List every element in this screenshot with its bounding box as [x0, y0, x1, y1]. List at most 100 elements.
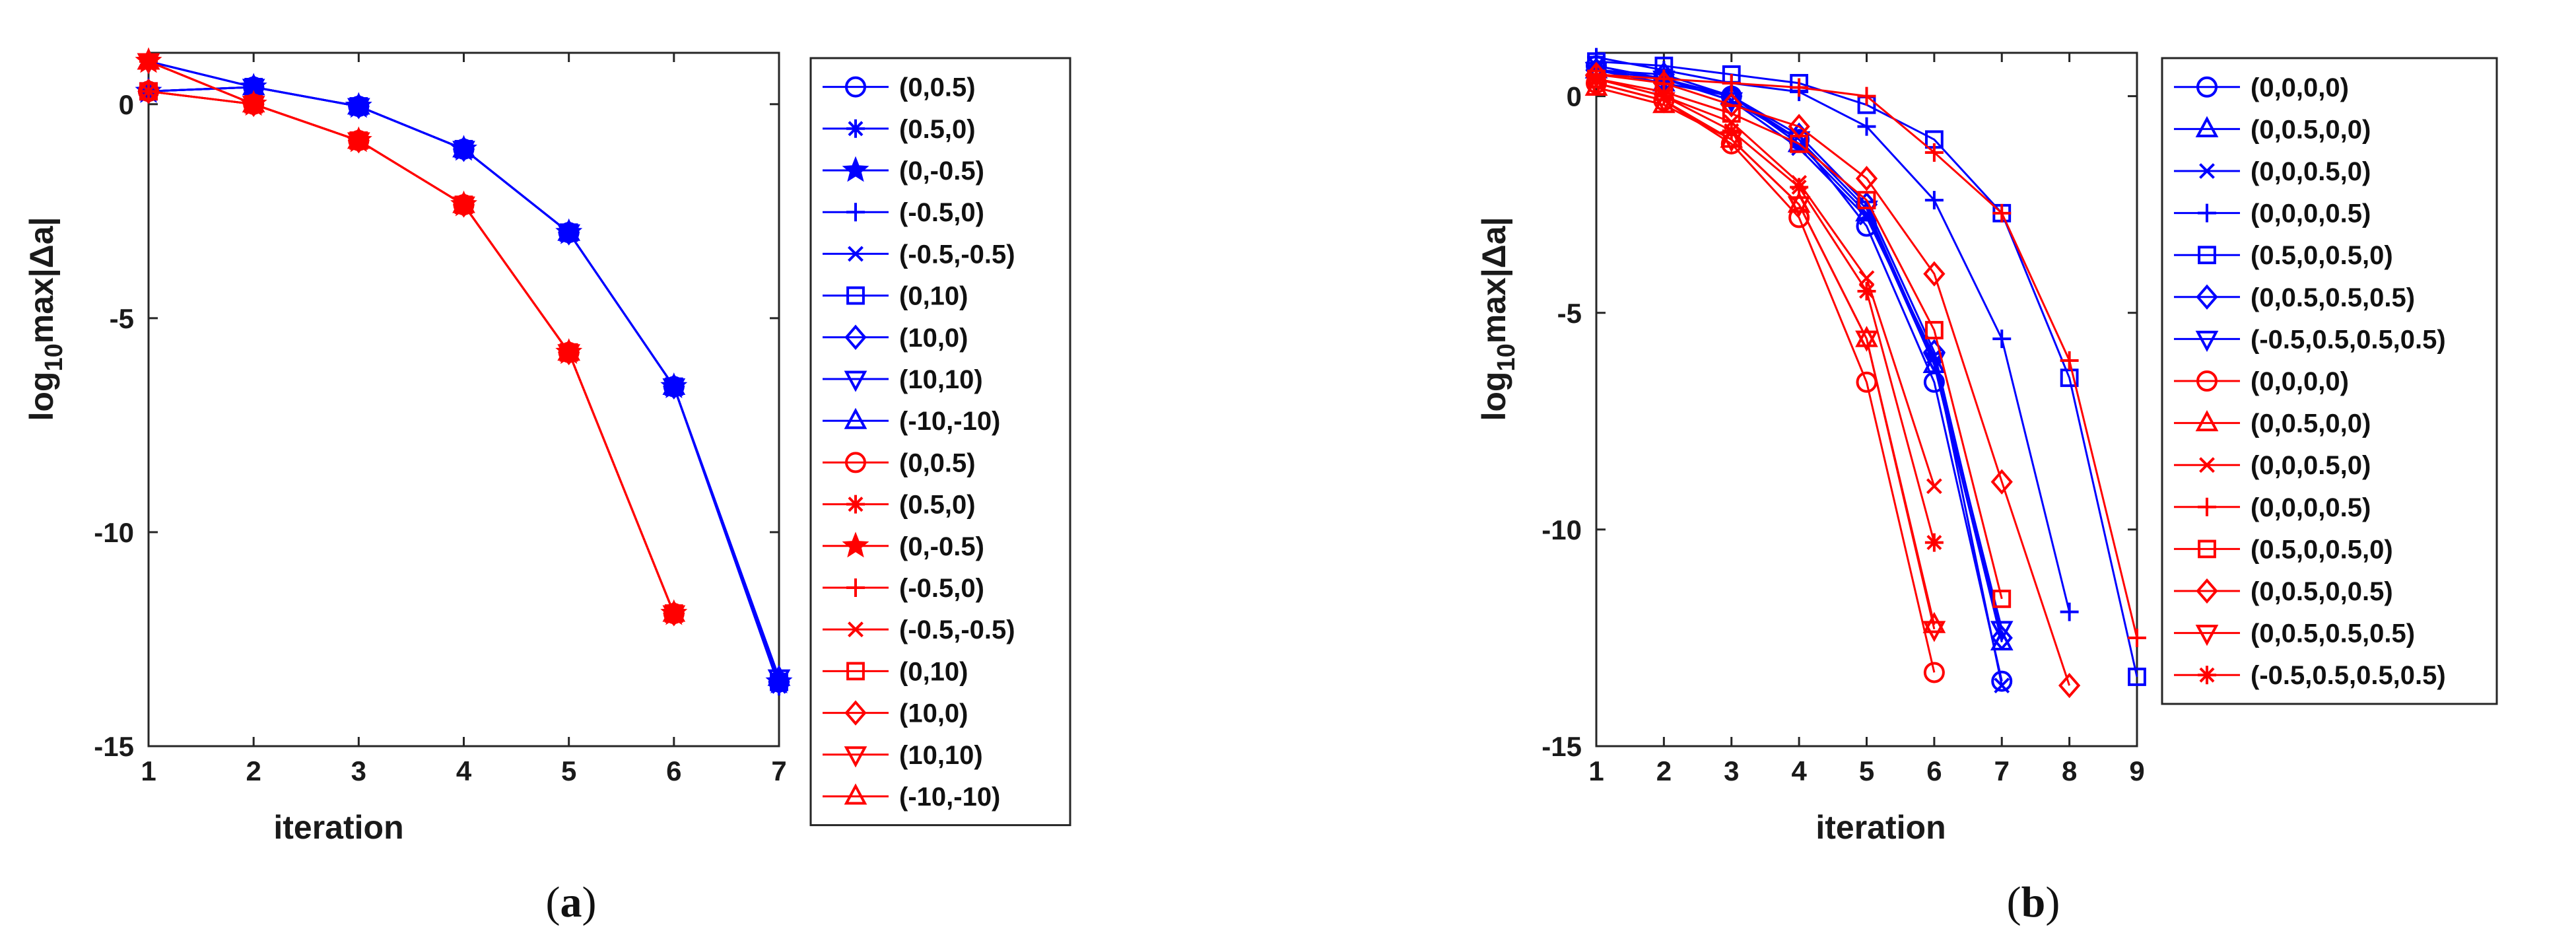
legend-marker [844, 700, 867, 726]
data-point [767, 664, 791, 686]
legend-entry: (-0.5,0) [823, 198, 984, 227]
data-point [452, 136, 475, 158]
y-tick-label: 0 [119, 89, 134, 120]
series-red-asterisk [1587, 69, 1944, 552]
series-red-triangle-up [137, 48, 686, 622]
legend-entry: (0,0,0.5,0) [2174, 451, 2371, 480]
legend-entry: (10,10) [823, 741, 983, 770]
legend-marker [2196, 578, 2218, 604]
legend-marker [2195, 625, 2219, 646]
x-tick-label: 8 [2062, 755, 2077, 786]
legend-marker [844, 370, 867, 392]
data-point [1992, 589, 2012, 608]
legend-label: (-0.5,0.5,0.5,0.5) [2251, 325, 2446, 354]
panel-a-legend: (0,0.5) (0.5,0) (0,-0.5) (-0.5,0) (-0.5,-0.5… [809, 57, 1071, 827]
data-point [1990, 469, 2013, 495]
y-tick-label: -5 [110, 303, 134, 334]
legend-label: (10,10) [899, 741, 983, 770]
panel-b-caption: (b) [2007, 878, 2060, 926]
data-point [1990, 621, 2014, 642]
legend-entry: (0,-0.5) [823, 532, 984, 561]
legend-label: (-0.5,-0.5) [899, 240, 1015, 269]
legend-marker [2198, 497, 2216, 516]
legend-entry: (10,0) [823, 324, 968, 353]
data-point [2060, 602, 2079, 621]
panel-a-xlabel: iteration [273, 809, 403, 846]
x-tick-label: 9 [2129, 755, 2144, 786]
legend-marker [2196, 76, 2218, 98]
series-red-diamond [1585, 61, 2081, 699]
legend-entry: (0,0,0.5,0) [2174, 157, 2371, 186]
data-point [2058, 672, 2081, 699]
legend-entry: (0,0.5) [823, 73, 976, 102]
panel-b-xlabel: iteration [1815, 809, 1946, 846]
legend-entry: (10,0) [823, 699, 968, 728]
legend-entry: (-0.5,-0.5) [823, 240, 1015, 269]
legend-marker [2198, 666, 2216, 685]
data-point [2060, 368, 2079, 388]
legend-label: (0,0.5,0.5,0.5) [2251, 283, 2415, 312]
data-point [662, 373, 686, 396]
legend-entry: (0,0.5,0.5,0.5) [2174, 619, 2415, 648]
legend-entry: (0.5,0,0.5,0) [2174, 535, 2393, 564]
panel-b: 1 2 3 4 5 6 7 8 9 0 -5 -10 -15 iteration log10max|Δa… [1475, 48, 2498, 926]
legend-entry: (0,0,0,0) [2174, 73, 2349, 102]
series-line [1596, 77, 1936, 543]
legend-entry: (0.5,0,0.5,0) [2174, 241, 2393, 270]
legend-label: (0,0,0,0) [2251, 367, 2349, 396]
x-tick-label: 7 [771, 755, 786, 786]
panel-a-caption: (a) [546, 878, 597, 926]
data-point [1855, 166, 1878, 191]
legend-label: (0.5,0) [899, 491, 976, 520]
legend-entry: (0,0,0,0) [2174, 367, 2349, 396]
data-point [1790, 78, 1809, 97]
data-point [1857, 191, 1876, 210]
legend-marker [844, 746, 867, 768]
x-tick-label: 6 [1926, 755, 1942, 786]
legend-label: (-0.5,0) [899, 198, 984, 227]
data-point [242, 91, 265, 113]
panel-a-plot-area: 1 2 3 4 5 6 7 0 -5 -10 -15 [94, 47, 793, 786]
legend-label: (0,0,0,0) [2251, 73, 2349, 102]
legend-label: (0,0.5) [899, 448, 976, 477]
legend-entry: (0,0.5,0,0) [2174, 409, 2371, 438]
legend-label: (10,10) [899, 365, 983, 394]
data-point [1654, 87, 1674, 106]
legend-marker [846, 578, 865, 597]
legend-label: (0,0.5,0,0.5) [2251, 577, 2393, 606]
series-line [148, 60, 780, 678]
y-tick-label: 0 [1567, 81, 1582, 112]
x-tick-label: 5 [1859, 755, 1874, 786]
series-line [1596, 73, 2071, 686]
data-point [347, 93, 370, 115]
data-point [1855, 330, 1878, 352]
legend-entry: (0,10) [823, 282, 968, 311]
data-point [1788, 207, 1810, 228]
legend-label: (0,10) [899, 282, 968, 311]
legend-marker [844, 407, 867, 429]
legend-entry: (-0.5,-0.5) [823, 615, 1015, 644]
legend-entry: (-0.5,0.5,0.5,0.5) [2174, 325, 2446, 354]
panel-b-legend: (0,0,0,0) (0,0.5,0,0) (0,0,0.5,0) (0,0,0,0.… [2161, 57, 2498, 705]
legend-marker [2198, 246, 2216, 265]
data-point [557, 224, 581, 246]
legend-marker [2196, 370, 2218, 392]
x-tick-label: 5 [561, 755, 576, 786]
series-line [148, 60, 675, 614]
data-point [1924, 143, 1944, 162]
x-tick-label: 2 [1656, 755, 1672, 786]
data-point [137, 48, 160, 70]
legend-marker [846, 203, 865, 222]
data-point [1790, 178, 1809, 197]
x-tick-label: 4 [456, 755, 472, 786]
data-point [557, 344, 581, 366]
legend-label: (-10,-10) [899, 407, 1000, 436]
legend-marker [846, 119, 865, 138]
data-point [1787, 196, 1811, 218]
x-tick-label: 7 [1994, 755, 2010, 786]
data-point [1923, 261, 1946, 287]
legend-marker [845, 76, 866, 98]
series-line [1596, 82, 1936, 630]
x-tick-label: 6 [666, 755, 681, 786]
data-point [1990, 625, 2013, 651]
